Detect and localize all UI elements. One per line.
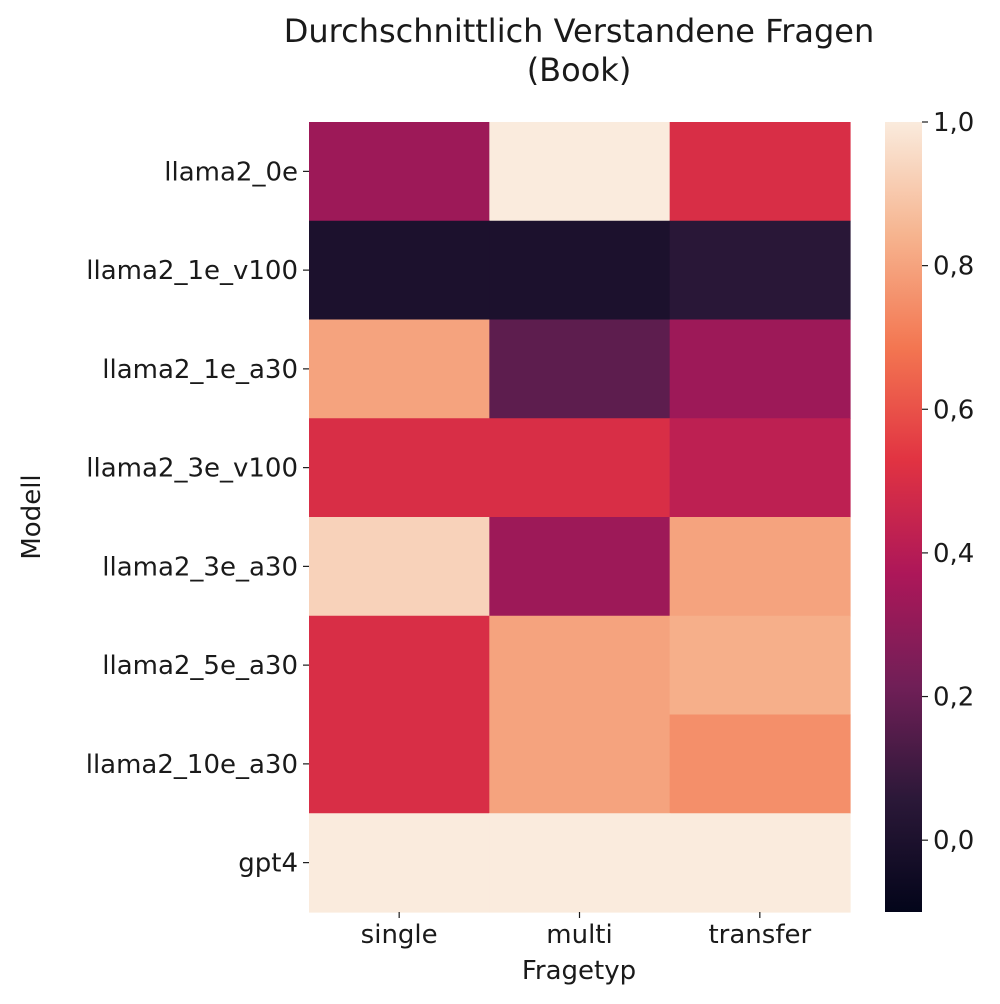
- y-tick-label: llama2_1e_v100: [86, 256, 298, 286]
- x-axis-title: Fragetyp: [522, 956, 636, 986]
- heatmap-cell: [309, 813, 490, 913]
- heatmap-cell: [489, 517, 671, 617]
- y-axis-title: Modell: [17, 474, 47, 559]
- heatmap-cell: [669, 418, 851, 518]
- heatmap-cell: [489, 714, 671, 814]
- heatmap-cell: [669, 517, 851, 617]
- y-tick-label: llama2_10e_a30: [86, 750, 298, 780]
- heatmap-cell: [489, 220, 671, 321]
- heatmap-cell: [309, 220, 490, 321]
- colorbar-tick-label: 0,0: [933, 826, 974, 856]
- y-tick-label: llama2_3e_a30: [102, 552, 298, 582]
- colorbar-tick-label: 0,2: [933, 683, 974, 713]
- x-tick-label: multi: [546, 920, 612, 950]
- colorbar-tick-label: 0,8: [933, 252, 974, 282]
- colorbar-ticks: 0,0 0,2 0,4 0,6 0,8 1,0: [922, 108, 974, 856]
- chart-title-line1: Durchschnittlich Verstandene Fragen: [284, 12, 875, 50]
- heatmap-cell: [309, 418, 490, 518]
- heatmap-cell: [669, 122, 851, 222]
- heatmap-cell: [669, 813, 851, 913]
- x-axis-ticks: single multi transfer: [361, 912, 811, 950]
- colorbar: [885, 122, 922, 912]
- chart-title-line2: (Book): [527, 51, 632, 89]
- y-tick-label: llama2_3e_v100: [86, 454, 298, 484]
- heatmap-cells: [309, 122, 851, 913]
- y-tick-label: llama2_0e: [164, 157, 298, 187]
- x-tick-label: transfer: [708, 920, 811, 950]
- heatmap-cell: [669, 615, 851, 716]
- y-tick-label: llama2_1e_a30: [102, 355, 298, 385]
- y-tick-label: gpt4: [238, 849, 298, 879]
- heatmap-cell: [669, 714, 851, 814]
- colorbar-tick-label: 1,0: [933, 108, 974, 138]
- colorbar-tick-label: 0,6: [933, 395, 974, 425]
- heatmap-cell: [309, 319, 490, 419]
- heatmap-cell: [669, 319, 851, 419]
- heatmap-cell: [489, 813, 671, 913]
- heatmap-cell: [309, 122, 490, 222]
- colorbar-tick-label: 0,4: [933, 539, 974, 569]
- heatmap-cell: [489, 418, 671, 518]
- heatmap-cell: [489, 122, 671, 222]
- heatmap-cell: [669, 220, 851, 321]
- x-tick-label: single: [361, 920, 438, 950]
- y-tick-label: llama2_5e_a30: [102, 651, 298, 681]
- heatmap-cell: [309, 517, 490, 617]
- heatmap-cell: [489, 615, 671, 716]
- heatmap-cell: [309, 714, 490, 814]
- heatmap-cell: [309, 615, 490, 716]
- heatmap-cell: [489, 319, 671, 419]
- y-axis-ticks: llama2_0e llama2_1e_v100 llama2_1e_a30llam…: [86, 157, 309, 879]
